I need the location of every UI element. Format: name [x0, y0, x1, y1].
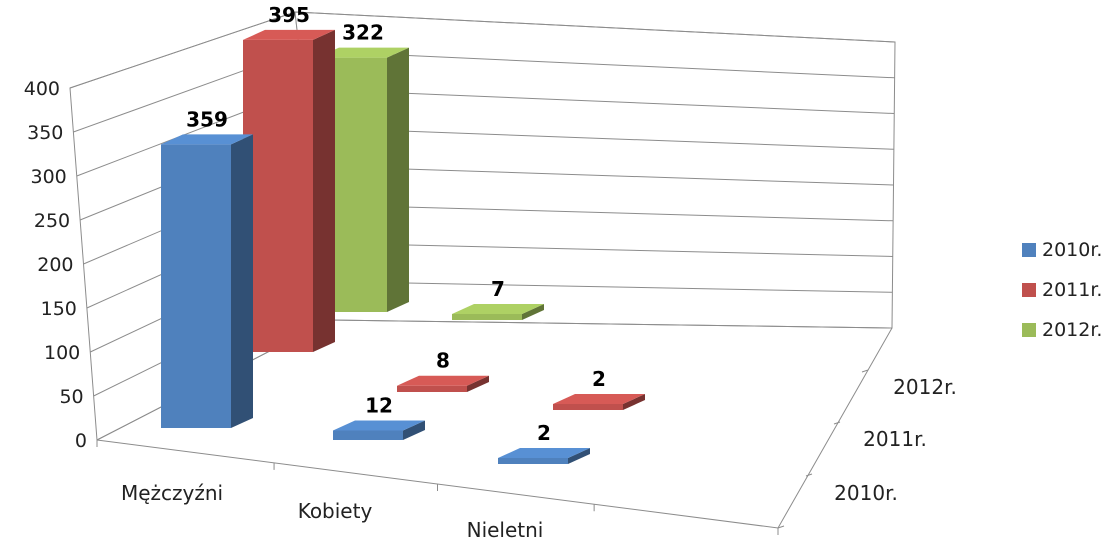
data-label: 395	[268, 3, 310, 27]
bar-top	[317, 47, 409, 58]
depth-tick	[833, 421, 841, 425]
bar-front	[452, 314, 522, 320]
bar-side	[313, 29, 335, 353]
legend-label-2012: 2012r.	[1042, 319, 1103, 341]
legend-item-2010: 2010r.	[1022, 230, 1102, 270]
bar-top	[498, 448, 590, 458]
depth-label: 2011r.	[863, 427, 927, 451]
bar-2012r-1	[452, 304, 544, 320]
legend-label-2011: 2011r.	[1042, 279, 1103, 301]
y-tick-labels: 0 50 100 150 200 250 300 350 400	[24, 78, 87, 452]
data-label: 2	[537, 421, 551, 445]
bars	[161, 29, 645, 464]
bar-side	[387, 47, 409, 312]
data-label: 8	[436, 349, 450, 373]
bar-side	[568, 448, 590, 464]
depth-tick	[777, 525, 785, 529]
gridline	[69, 11, 896, 89]
bar-top	[397, 375, 489, 386]
data-label: 12	[365, 394, 393, 418]
depth-axis-labels: 2012r. 2011r. 2010r.	[834, 375, 957, 505]
data-label: 322	[342, 21, 384, 45]
bar-front	[498, 458, 568, 464]
legend-swatch-2011	[1022, 283, 1036, 297]
y-tick-label: 400	[24, 78, 60, 100]
y-tick-label: 0	[75, 430, 87, 452]
bar-front	[161, 144, 231, 428]
bar-side	[623, 394, 645, 410]
bar-top	[452, 304, 544, 314]
bar-2011r-2	[553, 394, 645, 410]
bar-top	[553, 394, 645, 404]
bar-front	[397, 385, 467, 392]
category-label: Nieletni	[467, 518, 544, 542]
y-tick-label: 350	[27, 122, 63, 144]
depth-label: 2012r.	[893, 375, 957, 399]
bar-2010r-2	[498, 448, 590, 464]
data-label: 2	[592, 367, 606, 391]
bar-2011r-1	[397, 375, 489, 392]
category-label: Kobiety	[298, 499, 373, 523]
bar-side	[467, 375, 489, 392]
x-category-labels: Mężczyźni Kobiety Nieletni	[121, 481, 543, 542]
data-label: 7	[491, 277, 505, 301]
data-label: 359	[186, 107, 228, 131]
category-label: Mężczyźni	[121, 481, 223, 505]
bar-front	[333, 430, 403, 440]
bar-2011r-0	[243, 29, 335, 353]
data-labels: 322 7 395 8 2 359 12 2	[186, 3, 606, 445]
y-tick-label: 250	[34, 210, 70, 232]
bar-side	[403, 420, 425, 440]
y-tick-label: 50	[59, 386, 83, 408]
y-tick-label: 150	[41, 298, 77, 320]
bar-top	[161, 134, 253, 145]
legend-label-2010: 2010r.	[1042, 239, 1103, 261]
legend-item-2011: 2011r.	[1022, 270, 1102, 310]
legend-swatch-2012	[1022, 323, 1036, 337]
bar-2010r-0	[161, 134, 253, 428]
bar-top	[243, 29, 335, 40]
bar-2010r-1	[333, 420, 425, 440]
depth-tick	[805, 473, 813, 477]
depth-label: 2010r.	[834, 481, 898, 505]
y-tick-label: 200	[37, 254, 73, 276]
legend-item-2012: 2012r.	[1022, 310, 1102, 350]
bar-front	[553, 404, 623, 410]
depth-tick	[861, 369, 869, 373]
y-tick-label: 100	[44, 342, 80, 364]
bar-side	[522, 304, 544, 320]
y-tick-label: 300	[30, 166, 66, 188]
bar-top	[333, 420, 425, 431]
bar-front	[243, 39, 313, 353]
legend-swatch-2010	[1022, 243, 1036, 257]
legend: 2010r. 2011r. 2012r.	[1022, 230, 1102, 350]
bar-side	[231, 134, 253, 428]
